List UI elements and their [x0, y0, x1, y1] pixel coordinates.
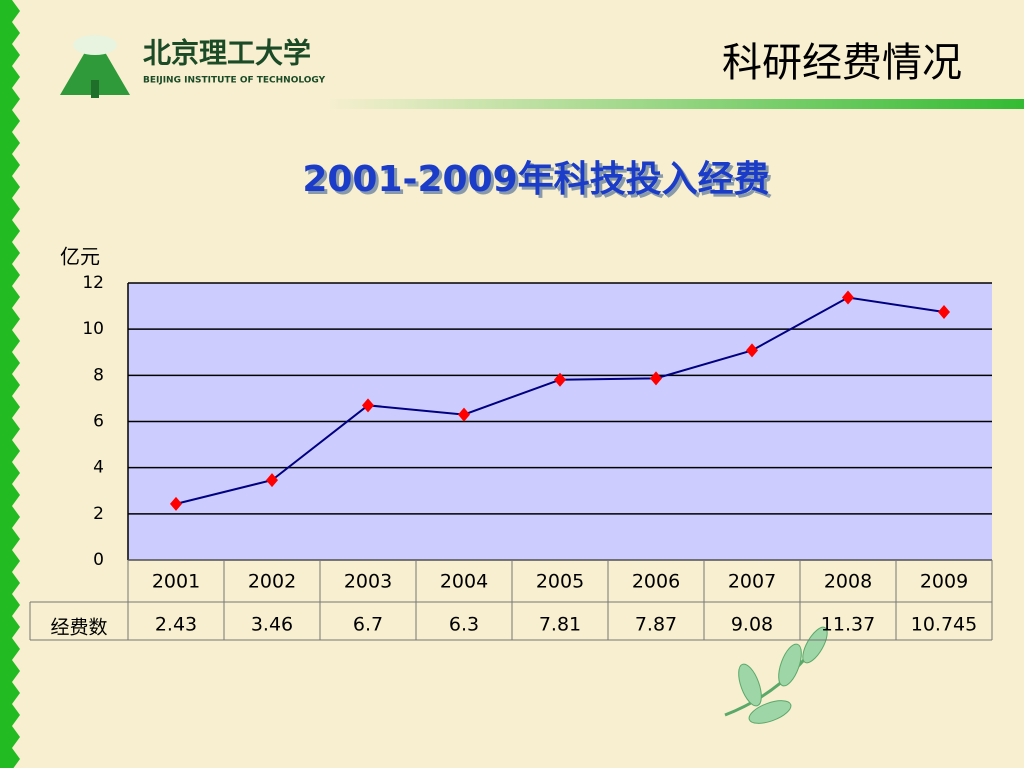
- data-label: 7.81: [539, 614, 581, 636]
- legend-label: 经费数: [50, 617, 107, 639]
- y-axis-label: 亿元: [60, 245, 100, 269]
- y-tick-label: 6: [93, 412, 104, 432]
- x-tick-label: 2004: [440, 571, 488, 593]
- header-rule: [330, 99, 1024, 109]
- data-point: [650, 371, 662, 386]
- y-tick-label: 0: [93, 550, 104, 570]
- y-tick-label: 8: [93, 365, 104, 385]
- data-point: [842, 290, 854, 305]
- logo: [60, 35, 130, 98]
- chart-title-shadow: 2001-2009年科技投入经费: [305, 162, 772, 203]
- data-label: 9.08: [731, 614, 773, 636]
- x-tick-label: 2008: [824, 571, 872, 593]
- chart-title: 2001-2009年科技投入经费: [302, 159, 769, 200]
- data-point: [746, 343, 758, 358]
- data-point: [266, 473, 278, 488]
- leaf-decoration: [724, 626, 828, 724]
- x-tick-label: 2009: [920, 571, 968, 593]
- x-tick-label: 2003: [344, 571, 392, 593]
- data-point: [938, 304, 950, 319]
- school-name-en: BEIJING INSTITUTE OF TECHNOLOGY: [143, 76, 326, 86]
- left-border: [0, 0, 22, 768]
- data-label: 2.43: [155, 614, 197, 636]
- x-tick-label: 2001: [152, 571, 200, 593]
- data-point: [458, 407, 470, 422]
- school-name: 北京理工大学: [143, 37, 311, 70]
- x-tick-label: 2006: [632, 571, 680, 593]
- slide-title: 科研经费情况: [722, 40, 962, 86]
- data-label: 3.46: [251, 614, 293, 636]
- x-tick-label: 2002: [248, 571, 296, 593]
- x-tick-label: 2005: [536, 571, 584, 593]
- y-tick-label: 4: [93, 458, 104, 478]
- data-label: 6.3: [449, 614, 479, 636]
- data-point: [554, 372, 566, 387]
- data-label: 10.745: [911, 614, 977, 636]
- y-tick-label: 10: [82, 319, 104, 339]
- data-label: 11.37: [821, 614, 875, 636]
- data-label: 7.87: [635, 614, 677, 636]
- data-label: 6.7: [353, 614, 383, 636]
- data-point: [362, 398, 374, 413]
- y-tick-label: 2: [93, 504, 104, 524]
- y-tick-label: 12: [82, 273, 104, 293]
- data-point: [170, 496, 182, 511]
- x-tick-label: 2007: [728, 571, 776, 593]
